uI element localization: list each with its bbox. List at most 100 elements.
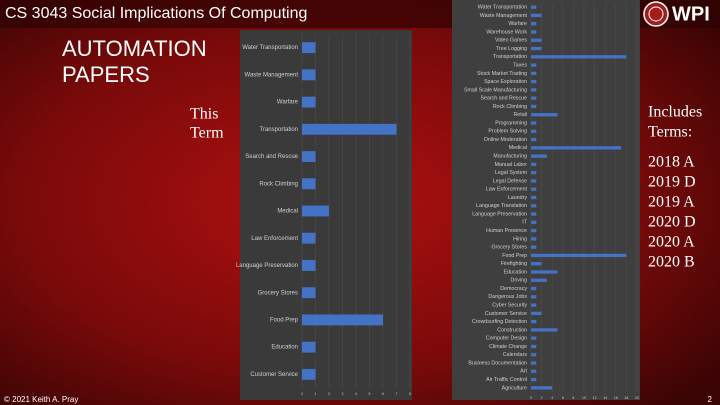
y-tick-label: Rock Climbing <box>259 181 298 187</box>
y-tick-label: Education <box>503 269 527 275</box>
y-tick-label: Cyber Security <box>492 303 527 309</box>
y-tick-label: Art <box>520 369 527 375</box>
x-tick-label: 18 <box>624 396 628 400</box>
bar <box>531 303 537 307</box>
y-tick-label: Medical <box>277 209 298 215</box>
bar <box>302 232 316 244</box>
y-tick-label: Crowdsurfing Detection <box>472 319 527 325</box>
bar <box>531 204 537 208</box>
y-tick-label: Transportation <box>493 54 527 60</box>
includes-label: Includes <box>648 104 702 121</box>
x-tick-label: 1 <box>315 392 317 396</box>
y-tick-label: Warehouse Work <box>486 29 527 35</box>
bar <box>531 38 542 42</box>
bar <box>531 295 537 299</box>
slide-title: AUTOMATION <box>62 36 207 61</box>
bar <box>531 353 537 357</box>
y-tick-label: Computer Design <box>486 336 527 342</box>
x-tick-label: 8 <box>572 396 574 400</box>
y-tick-label: Problem Solving <box>488 129 527 135</box>
chart-panel <box>452 0 640 400</box>
bar <box>531 71 537 76</box>
y-tick-label: Grocery Stores <box>491 245 527 251</box>
y-tick-label: Language Preservation <box>472 211 527 217</box>
y-tick-label: Space Exploration <box>484 79 527 85</box>
bar <box>531 245 537 249</box>
bar <box>302 260 316 271</box>
bar <box>302 96 316 108</box>
y-tick-label: Water Transportation <box>478 5 527 11</box>
y-tick-label: Language Preservation <box>236 263 298 269</box>
bar <box>531 278 547 282</box>
y-tick-label: Stock Market Trading <box>477 71 527 77</box>
bar <box>531 104 537 109</box>
term: 2019 D <box>648 174 696 191</box>
x-tick-label: 14 <box>603 396 607 400</box>
x-tick-label: 6 <box>562 396 564 400</box>
bar <box>531 228 537 233</box>
y-tick-label: Waste Management <box>245 72 299 78</box>
y-tick-label: Hiring <box>513 236 527 242</box>
x-tick-label: 0 <box>530 396 532 400</box>
bar <box>531 137 537 142</box>
bar <box>531 162 537 167</box>
bar <box>531 22 537 26</box>
bar <box>531 79 537 84</box>
y-tick-label: Waste Management <box>480 13 528 19</box>
y-tick-label: Retail <box>513 112 527 118</box>
y-tick-label: Human Presence <box>486 228 527 234</box>
y-tick-label: Dangerous Jobs <box>488 294 527 300</box>
bar <box>531 336 537 340</box>
bar <box>531 386 553 390</box>
x-tick-label: 3 <box>342 392 344 396</box>
bar <box>531 270 558 274</box>
y-tick-label: Warfare <box>277 100 299 106</box>
bar <box>302 178 316 190</box>
y-tick-label: Warfare <box>508 21 527 27</box>
x-tick-label: 4 <box>551 396 553 400</box>
bar <box>531 55 627 59</box>
bar <box>531 46 542 51</box>
x-tick-label: 10 <box>582 396 586 400</box>
y-tick-label: Search and Rescue <box>245 154 298 160</box>
y-tick-label: Driving <box>511 278 528 284</box>
bar <box>531 262 542 266</box>
x-tick-label: 8 <box>409 392 411 396</box>
y-tick-label: Air Traffic Control <box>486 377 527 383</box>
y-tick-label: Food Prep <box>270 318 299 324</box>
logo-text: WPI <box>672 3 710 25</box>
x-tick-label: 4 <box>355 392 357 396</box>
y-tick-label: IT <box>522 220 527 226</box>
bar <box>302 151 316 162</box>
bar <box>531 220 537 224</box>
bar <box>531 13 542 18</box>
page-number: 2 <box>708 395 713 404</box>
y-tick-label: Programming <box>495 120 527 126</box>
y-tick-label: Customer Service <box>485 311 527 317</box>
y-tick-label: Small Scale Manufacturing <box>464 87 527 93</box>
bar <box>531 113 558 117</box>
bar <box>302 69 316 81</box>
bar <box>302 205 329 217</box>
y-tick-label: Video Games <box>495 38 527 44</box>
bar <box>531 286 537 291</box>
x-tick-label: 2 <box>328 392 330 396</box>
bar <box>302 368 316 380</box>
y-tick-label: Grocery Stores <box>258 290 298 296</box>
bar <box>531 121 537 125</box>
bar <box>531 154 547 158</box>
y-tick-label: Climate Change <box>489 344 527 350</box>
bar <box>531 96 537 100</box>
y-tick-label: Laundry <box>508 195 527 201</box>
bar <box>531 212 537 216</box>
y-tick-label: Online Moderation <box>484 137 527 143</box>
x-tick-label: 2 <box>541 396 543 400</box>
y-tick-label: Legal System <box>495 170 528 176</box>
y-tick-label: Firefighting <box>501 261 527 267</box>
y-tick-label: Customer Service <box>250 372 298 378</box>
x-tick-label: 7 <box>396 392 398 396</box>
bar <box>531 146 622 150</box>
y-tick-label: Calendars <box>503 352 527 358</box>
